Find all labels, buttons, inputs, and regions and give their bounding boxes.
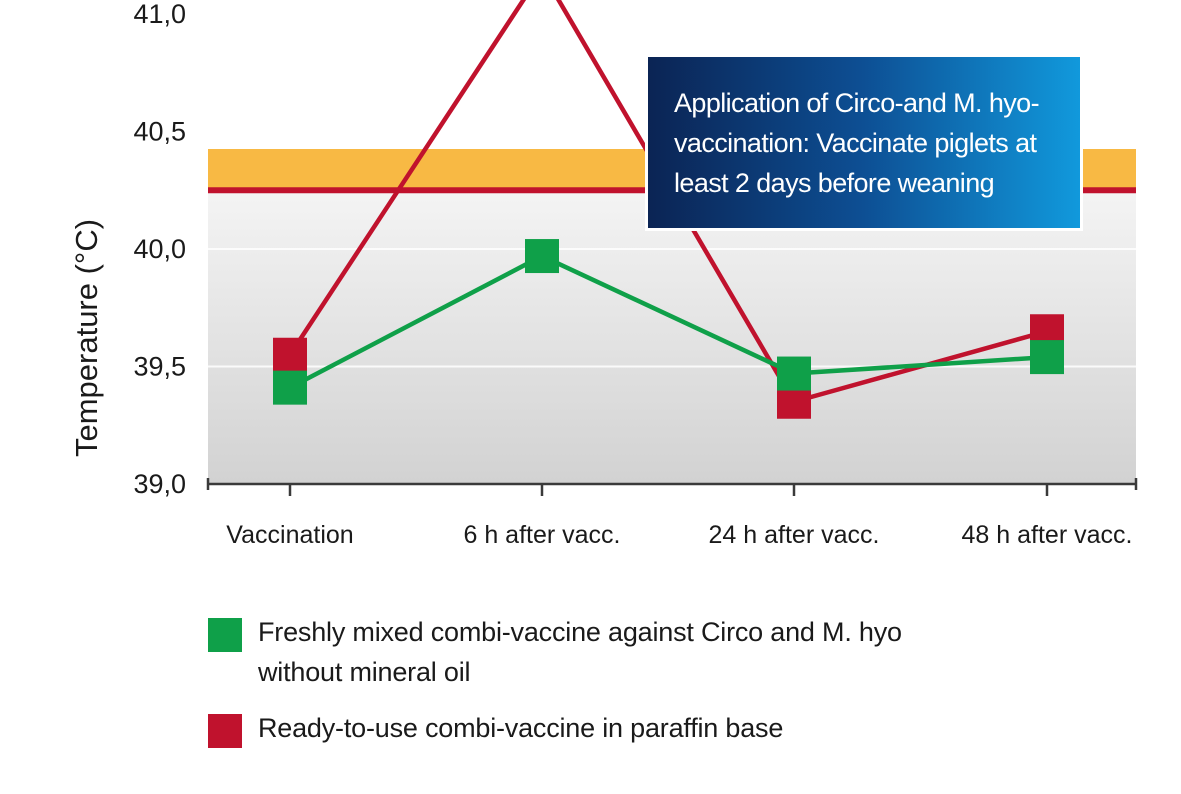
x-category-label: 6 h after vacc. — [463, 521, 620, 549]
x-category-label: 24 h after vacc. — [709, 521, 880, 549]
series-1-point — [273, 370, 307, 405]
info-callout-line-1: Application of Circo-and M. hyo- — [674, 88, 1040, 118]
legend-label-line-2: without mineral oil — [258, 657, 471, 687]
legend-swatch-red — [208, 714, 242, 748]
legend-swatch-green — [208, 618, 242, 652]
legend-item-fresh-vaccine: Freshly mixed combi-vaccine against Circ… — [208, 612, 902, 692]
series-1-point — [1030, 340, 1064, 375]
info-callout-line-3: least 2 days before weaning — [674, 168, 995, 198]
x-category-label: Vaccination — [226, 521, 353, 549]
y-tick-label: 41,0 — [133, 0, 186, 29]
series-line-1 — [288, 253, 1048, 390]
series-1-point — [777, 356, 811, 391]
legend-item-paraffin-vaccine: Ready-to-use combi-vaccine in paraffin b… — [208, 708, 902, 748]
normal-zone-band — [208, 190, 1136, 484]
series-1-point — [525, 239, 559, 274]
info-callout-line-2: vaccination: Vaccinate piglets at — [674, 128, 1037, 158]
legend-label-line-1: Freshly mixed combi-vaccine against Circ… — [258, 617, 902, 647]
y-tick-label: 40,0 — [133, 234, 186, 264]
y-tick-label: 40,5 — [133, 117, 186, 147]
series-0-point — [273, 337, 307, 372]
y-axis-title: Temperature (°C) — [69, 219, 104, 457]
legend-label-line-1: Ready-to-use combi-vaccine in paraffin b… — [258, 713, 784, 743]
info-callout-box: Application of Circo-and M. hyo- vaccina… — [645, 54, 1083, 231]
chart-legend: Freshly mixed combi-vaccine against Circ… — [208, 612, 902, 764]
x-category-label: 48 h after vacc. — [962, 521, 1133, 549]
y-tick-label: 39,5 — [133, 352, 186, 382]
y-tick-label: 39,0 — [133, 469, 186, 499]
